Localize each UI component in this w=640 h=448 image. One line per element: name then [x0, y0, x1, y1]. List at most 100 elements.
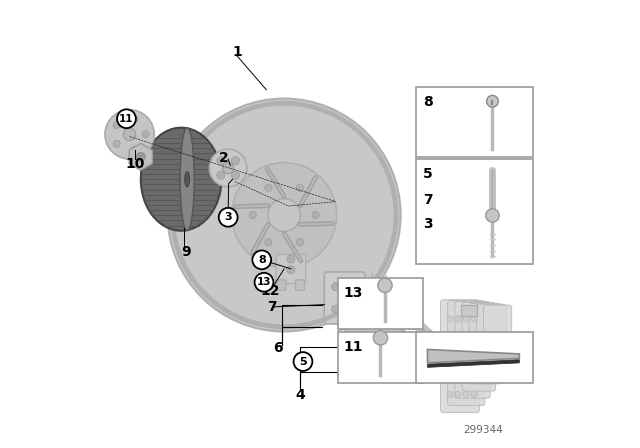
Text: 11: 11 [119, 114, 134, 124]
Circle shape [296, 239, 303, 246]
Polygon shape [404, 299, 412, 303]
Circle shape [378, 278, 392, 293]
Polygon shape [402, 329, 409, 335]
Bar [461, 305, 477, 316]
Polygon shape [365, 346, 368, 353]
Circle shape [217, 157, 225, 165]
Polygon shape [351, 340, 356, 348]
FancyBboxPatch shape [476, 304, 506, 377]
Circle shape [232, 157, 239, 165]
Polygon shape [388, 278, 393, 285]
Bar [417, 332, 532, 383]
Circle shape [455, 372, 461, 379]
FancyBboxPatch shape [440, 300, 479, 413]
Circle shape [447, 335, 453, 341]
Polygon shape [333, 315, 340, 319]
Text: 11: 11 [343, 340, 363, 353]
Polygon shape [407, 312, 415, 315]
Circle shape [463, 316, 469, 322]
Circle shape [136, 152, 145, 161]
Polygon shape [383, 345, 387, 353]
Polygon shape [404, 324, 412, 328]
Circle shape [463, 391, 469, 397]
Circle shape [113, 140, 120, 147]
Circle shape [349, 283, 358, 291]
FancyBboxPatch shape [296, 280, 305, 290]
Text: 7: 7 [423, 193, 433, 207]
Circle shape [296, 184, 303, 191]
Polygon shape [365, 274, 368, 281]
Circle shape [463, 353, 469, 360]
Circle shape [471, 353, 477, 360]
Circle shape [117, 109, 136, 128]
Polygon shape [393, 282, 399, 289]
Circle shape [209, 149, 247, 187]
Text: 12: 12 [260, 284, 280, 298]
Text: 299344: 299344 [463, 426, 504, 435]
FancyBboxPatch shape [469, 303, 501, 384]
FancyBboxPatch shape [462, 302, 495, 391]
Circle shape [332, 283, 340, 291]
Polygon shape [371, 347, 374, 354]
Circle shape [287, 266, 295, 274]
Circle shape [105, 110, 154, 159]
FancyBboxPatch shape [276, 254, 306, 284]
Circle shape [113, 121, 120, 129]
Bar [417, 87, 532, 157]
Polygon shape [402, 293, 409, 298]
Polygon shape [340, 290, 348, 295]
Circle shape [447, 391, 453, 397]
Circle shape [223, 162, 234, 174]
Polygon shape [383, 275, 387, 282]
Circle shape [232, 163, 337, 267]
Circle shape [124, 128, 136, 141]
Circle shape [340, 280, 408, 347]
Text: 2: 2 [219, 151, 228, 165]
Circle shape [447, 353, 453, 360]
Polygon shape [388, 342, 393, 349]
Ellipse shape [185, 172, 189, 187]
Polygon shape [335, 303, 342, 306]
Polygon shape [346, 284, 352, 291]
Circle shape [332, 305, 340, 313]
FancyBboxPatch shape [277, 280, 286, 290]
Circle shape [358, 297, 365, 306]
Text: 7: 7 [268, 300, 277, 314]
Polygon shape [358, 344, 362, 351]
Circle shape [131, 146, 138, 153]
Circle shape [265, 184, 272, 191]
Text: 4: 4 [295, 388, 305, 402]
Circle shape [463, 335, 469, 341]
Text: 8: 8 [423, 95, 433, 109]
Polygon shape [337, 327, 344, 331]
Polygon shape [393, 339, 399, 345]
Circle shape [287, 255, 295, 263]
FancyBboxPatch shape [484, 305, 512, 370]
Circle shape [268, 199, 300, 231]
Circle shape [358, 322, 365, 330]
Bar [417, 159, 532, 264]
Circle shape [382, 322, 390, 330]
Text: 8: 8 [258, 255, 266, 265]
Circle shape [265, 239, 272, 246]
Circle shape [255, 273, 273, 292]
Text: 1: 1 [232, 44, 242, 59]
Circle shape [294, 352, 312, 371]
Circle shape [455, 316, 461, 322]
Polygon shape [376, 273, 380, 280]
Text: 13: 13 [257, 277, 271, 287]
Circle shape [219, 208, 237, 227]
Circle shape [249, 211, 256, 219]
Circle shape [471, 372, 477, 379]
Circle shape [455, 391, 461, 397]
Circle shape [382, 297, 390, 306]
Polygon shape [376, 347, 380, 354]
Text: 5: 5 [299, 357, 307, 366]
Circle shape [364, 304, 383, 323]
Polygon shape [346, 336, 352, 343]
Circle shape [447, 372, 453, 379]
Polygon shape [335, 321, 342, 324]
Polygon shape [337, 296, 344, 301]
Text: 13: 13 [343, 286, 363, 300]
Text: 9: 9 [180, 245, 191, 259]
